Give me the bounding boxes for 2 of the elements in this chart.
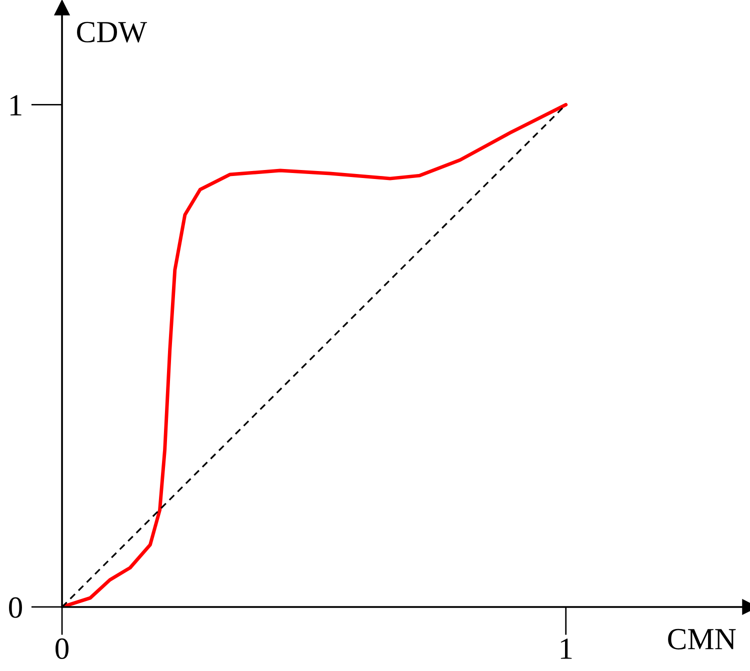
x-axis-title: CMN [668,628,736,650]
y-axis-title: CDW [77,22,148,43]
